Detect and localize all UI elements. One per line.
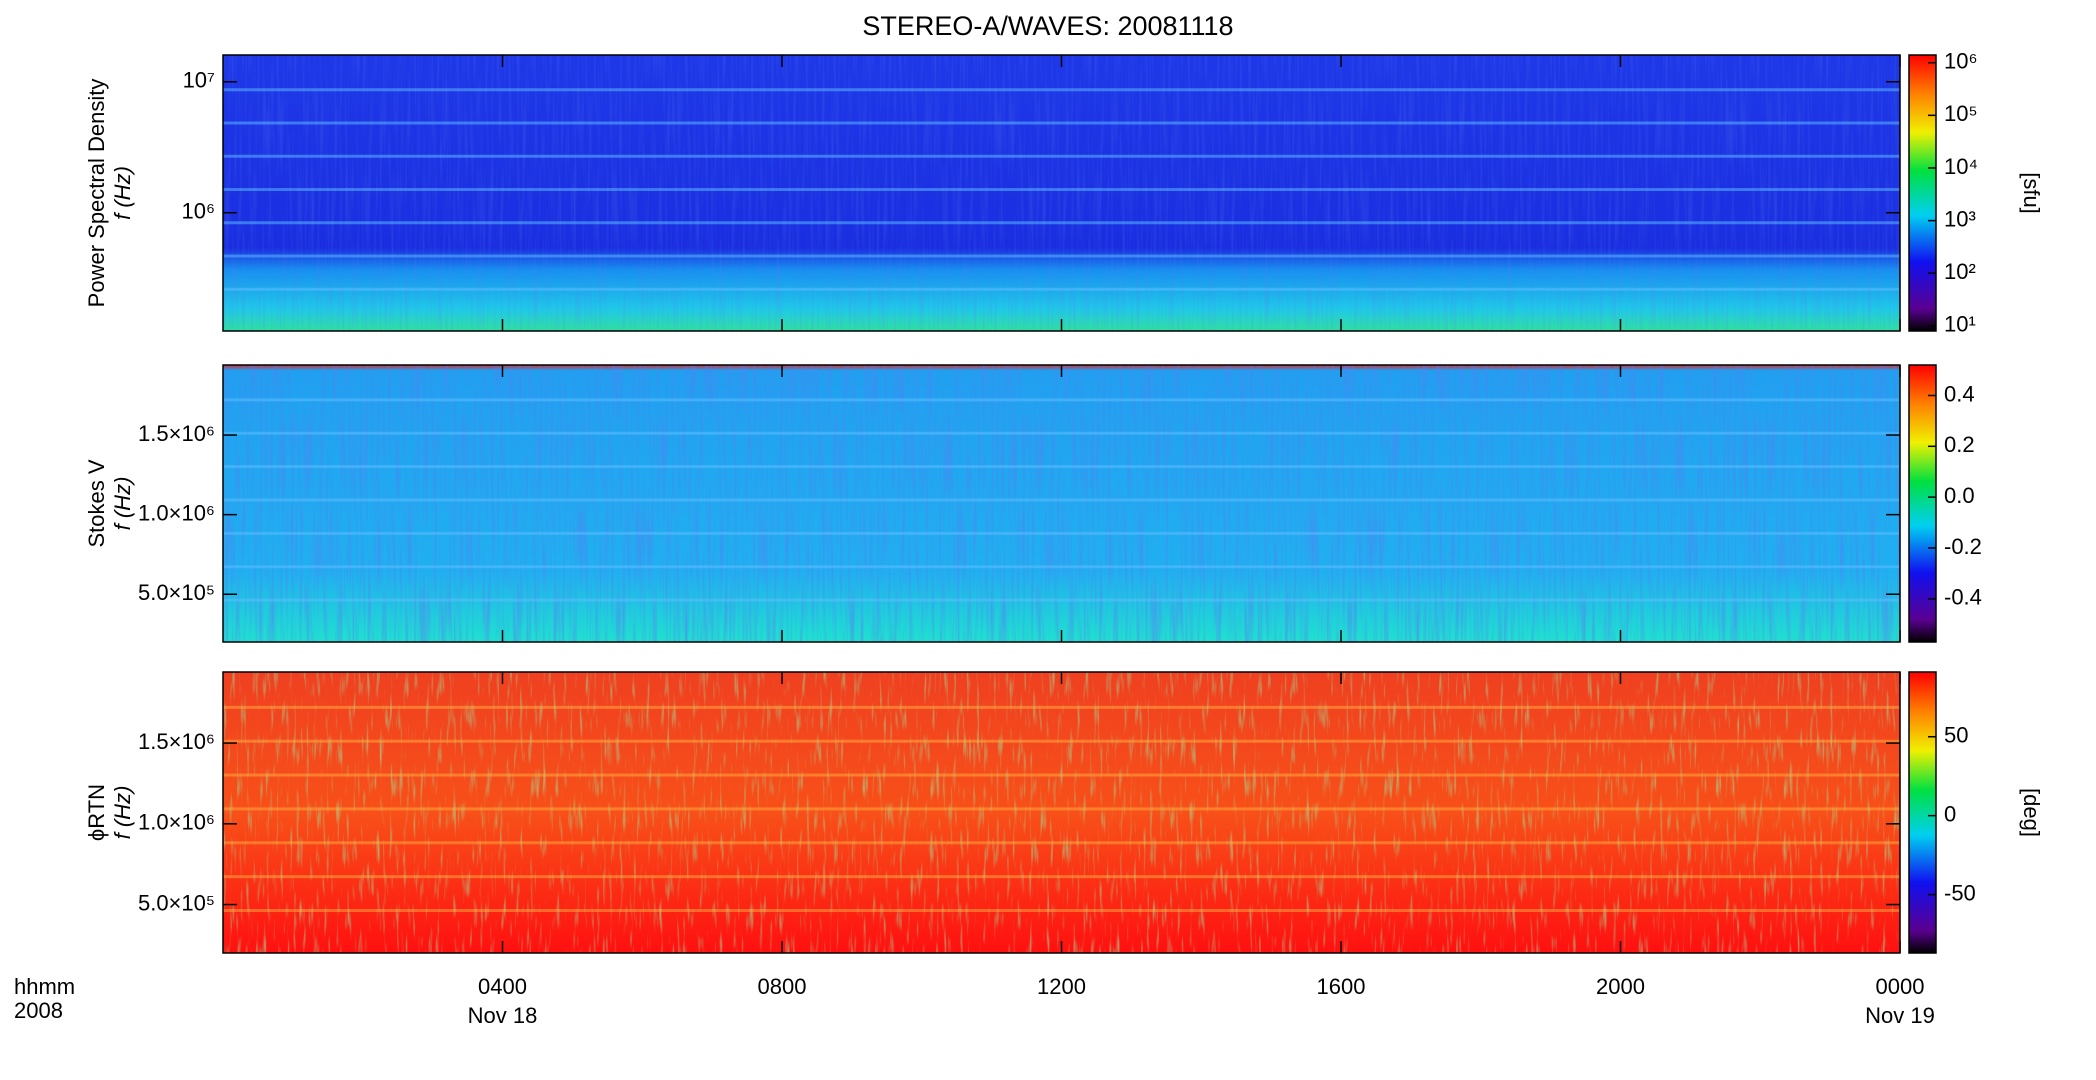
y-tick-label: 10⁷: [183, 68, 215, 93]
colorbar-tick-label: 0.2: [1944, 432, 1975, 457]
colorbar-tick-label: 10¹: [1944, 312, 1976, 337]
colorbar: [1908, 54, 1937, 332]
y-axis-label: Power Spectral Density: [84, 79, 109, 308]
frequency-band: [223, 154, 1900, 158]
colorbar-tick-label: -50: [1944, 880, 1976, 905]
y-tick-label: 5.0×10⁵: [138, 890, 215, 915]
y-tick-label: 5.0×10⁵: [138, 580, 215, 605]
y-axis-label: ϕRTN: [84, 784, 109, 841]
frequency-band: [223, 807, 1900, 811]
frequency-band: [223, 254, 1900, 258]
frequency-band: [223, 565, 1900, 569]
colorbar-tick-label: 10⁴: [1944, 154, 1978, 179]
frequency-band: [223, 221, 1900, 225]
frequency-band: [223, 188, 1900, 192]
frequency-band: [223, 841, 1900, 845]
frequency-band: [223, 431, 1900, 435]
x-tick-label: 0400: [478, 974, 527, 999]
y-axis-label: f (Hz): [110, 166, 135, 220]
x-tick-label: 0000: [1876, 974, 1925, 999]
frequency-band: [223, 739, 1900, 743]
title: STEREO-A/WAVES: 20081118: [862, 11, 1233, 41]
colorbar: [1908, 364, 1937, 643]
frequency-band: [223, 287, 1900, 291]
spectrogram-texture: [223, 55, 1900, 331]
colorbar-tick-label: 10²: [1944, 259, 1976, 284]
frequency-band: [223, 908, 1900, 912]
x-tick-label: 1200: [1037, 974, 1086, 999]
frequency-band: [223, 875, 1900, 879]
colorbar-tick-label: 50: [1944, 723, 1968, 748]
frequency-band: [223, 773, 1900, 777]
y-tick-label: 1.5×10⁶: [138, 421, 215, 446]
colorbar-label: [sfu]: [2019, 172, 2044, 214]
y-axis-label: f (Hz): [110, 477, 135, 531]
y-tick-label: 10⁶: [181, 199, 215, 224]
colorbar-tick-label: 0.4: [1944, 381, 1975, 406]
x-date-label: Nov 19: [1865, 1003, 1935, 1028]
colorbar-tick-label: 0.0: [1944, 483, 1975, 508]
x-tick-label: 1600: [1317, 974, 1366, 999]
y-tick-label: 1.0×10⁶: [138, 810, 215, 835]
colorbar-label: [deg]: [2019, 788, 2044, 837]
colorbar-tick-label: 0: [1944, 801, 1956, 826]
colorbar-tick-label: 10⁶: [1944, 49, 1978, 74]
colorbar-tick-label: -0.4: [1944, 585, 1982, 610]
x-date-label: Nov 18: [468, 1003, 538, 1028]
colorbar-tick-label: 10⁵: [1944, 101, 1978, 126]
x-axis-label: 2008: [14, 998, 63, 1023]
frequency-band: [223, 598, 1900, 602]
frequency-band: [223, 121, 1900, 125]
x-tick-label: 2000: [1596, 974, 1645, 999]
colorbar-tick-label: -0.2: [1944, 534, 1982, 559]
y-tick-label: 1.0×10⁶: [138, 500, 215, 525]
y-tick-label: 1.5×10⁶: [138, 729, 215, 754]
frequency-band: [223, 465, 1900, 469]
y-axis-label: f (Hz): [110, 786, 135, 840]
frequency-band: [223, 705, 1900, 709]
frequency-band: [223, 531, 1900, 535]
frequency-band: [223, 88, 1900, 92]
colorbar: [1908, 671, 1937, 954]
spectrogram-texture: [223, 672, 1900, 953]
x-tick-label: 0800: [758, 974, 807, 999]
x-axis-label: hhmm: [14, 974, 75, 999]
frequency-band: [223, 398, 1900, 402]
frequency-band: [223, 498, 1900, 502]
spectrogram-texture: [223, 365, 1900, 642]
colorbar-tick-label: 10³: [1944, 206, 1976, 231]
y-axis-label: Stokes V: [84, 459, 109, 547]
